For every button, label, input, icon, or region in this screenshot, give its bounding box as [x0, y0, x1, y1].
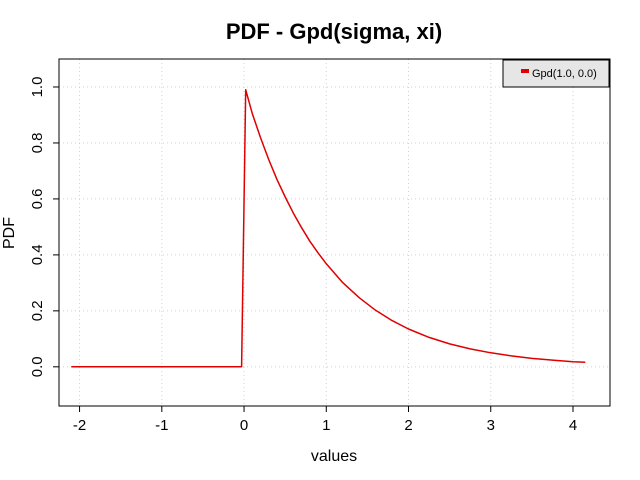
x-tick-label: 0	[240, 417, 248, 434]
x-tick-label: -1	[155, 417, 168, 434]
chart-title: PDF - Gpd(sigma, xi)	[226, 19, 442, 44]
legend-swatch	[521, 69, 529, 73]
y-tick-label: 0.6	[29, 188, 46, 209]
y-tick-label: 0.4	[29, 244, 46, 265]
y-tick-label: 0.2	[29, 300, 46, 321]
y-axis: 0.0 0.2 0.4 0.6 0.8 1.0	[29, 77, 59, 377]
y-tick-label: 1.0	[29, 77, 46, 98]
y-axis-label: PDF	[1, 217, 18, 249]
x-tick-label: 3	[487, 417, 495, 434]
plot-frame	[58, 58, 611, 407]
y-tick-label: 0.8	[29, 133, 46, 154]
x-axis: -2 -1 0 1 2 3 4	[73, 406, 577, 434]
x-tick-label: 1	[322, 417, 330, 434]
grid-layer	[59, 59, 610, 406]
x-axis-label: values	[311, 448, 357, 465]
legend-box	[502, 59, 610, 88]
x-tick-label: -2	[73, 417, 86, 434]
x-tick-label: 2	[404, 417, 412, 434]
x-tick-label: 4	[569, 417, 577, 434]
series-layer	[71, 89, 586, 368]
legend-label: Gpd(1.0, 0.0)	[532, 68, 597, 80]
series-line	[71, 89, 586, 368]
y-tick-label: 0.0	[29, 356, 46, 377]
legend: Gpd(1.0, 0.0)	[502, 59, 610, 88]
